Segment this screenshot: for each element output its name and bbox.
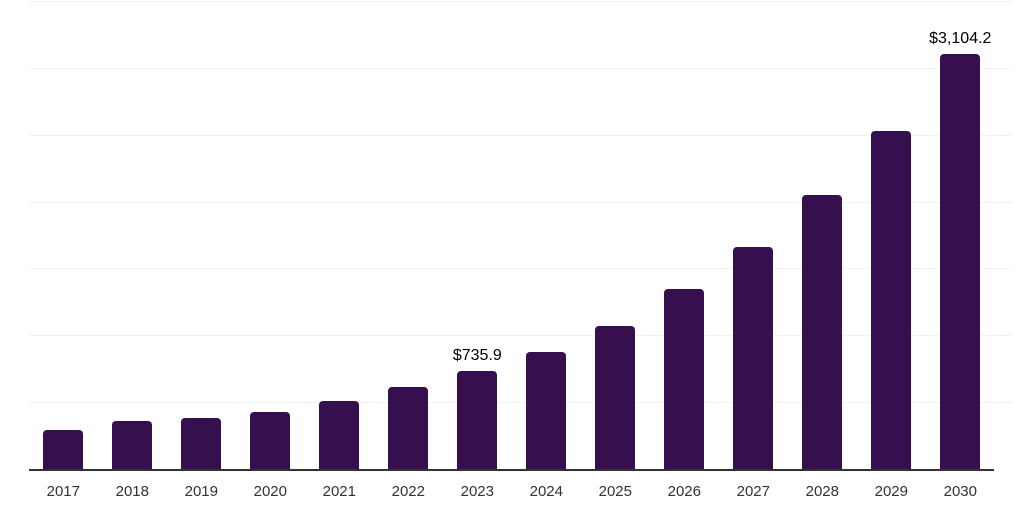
- bar-2018: [112, 421, 153, 469]
- gridline-500: [29, 402, 1012, 403]
- bar-2029: [871, 131, 912, 469]
- bar-2025: [595, 326, 636, 469]
- x-tick-2028: 2028: [805, 483, 839, 500]
- data-label-2030: $3,104.2: [929, 30, 992, 47]
- gridline-2000: [29, 202, 1012, 203]
- gridline-3500: [29, 1, 1012, 2]
- x-tick-2029: 2029: [874, 483, 908, 500]
- bar-2028: [802, 195, 843, 469]
- x-tick-2020: 2020: [253, 483, 287, 500]
- bar-2023: [457, 371, 498, 469]
- x-tick-2025: 2025: [598, 483, 632, 500]
- data-label-2023: $735.9: [452, 347, 502, 364]
- x-tick-2030: 2030: [943, 483, 977, 500]
- x-tick-2019: 2019: [184, 483, 218, 500]
- bar-2017: [43, 430, 84, 469]
- x-tick-2026: 2026: [667, 483, 701, 500]
- gridline-1500: [29, 268, 1012, 269]
- bar-2030: [940, 54, 981, 469]
- bar-2026: [664, 289, 705, 469]
- x-axis-line: [29, 469, 994, 471]
- x-tick-2018: 2018: [115, 483, 149, 500]
- gridline-3000: [29, 68, 1012, 69]
- bar-2020: [250, 412, 291, 469]
- x-tick-2023: 2023: [460, 483, 494, 500]
- x-tick-2017: 2017: [46, 483, 80, 500]
- gridline-2500: [29, 135, 1012, 136]
- x-tick-2024: 2024: [529, 483, 563, 500]
- bar-2022: [388, 387, 429, 469]
- x-tick-2027: 2027: [736, 483, 770, 500]
- bar-2019: [181, 418, 222, 469]
- bar-2027: [733, 247, 774, 469]
- gridline-1000: [29, 335, 1012, 336]
- bar-2021: [319, 401, 360, 469]
- bar-2024: [526, 352, 567, 469]
- x-tick-2021: 2021: [322, 483, 356, 500]
- x-tick-2022: 2022: [391, 483, 425, 500]
